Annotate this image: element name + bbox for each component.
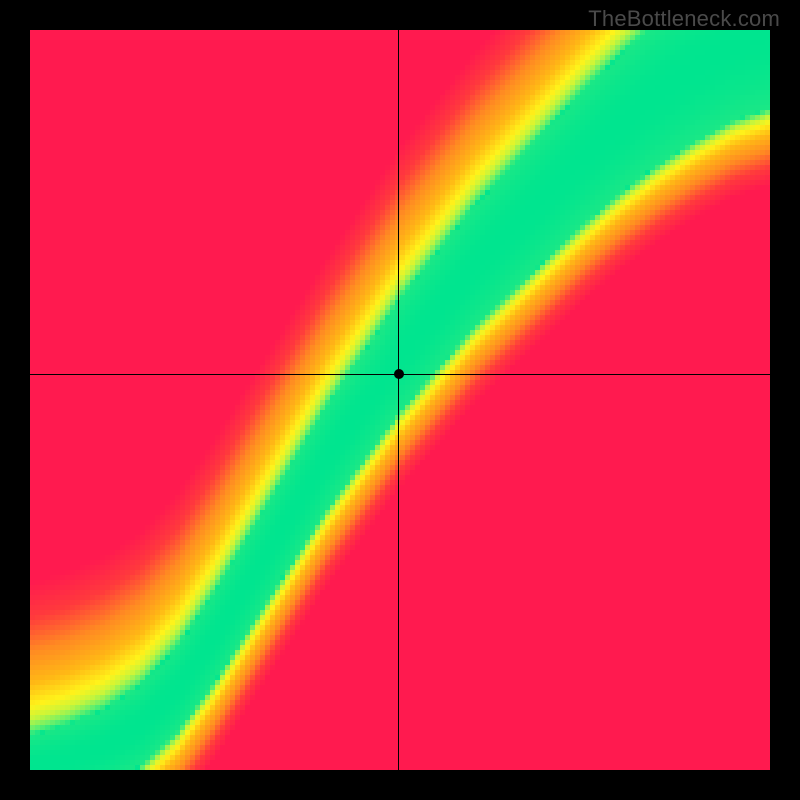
heatmap-plot (30, 30, 770, 770)
crosshair-vertical (398, 30, 399, 770)
chart-container: TheBottleneck.com (0, 0, 800, 800)
heatmap-canvas (30, 30, 770, 770)
crosshair-point (394, 369, 404, 379)
watermark-text: TheBottleneck.com (588, 6, 780, 32)
